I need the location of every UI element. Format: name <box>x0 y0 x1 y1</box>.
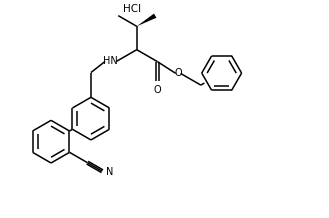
Text: HCl: HCl <box>122 4 140 14</box>
Polygon shape <box>137 14 156 26</box>
Text: O: O <box>174 68 182 78</box>
Text: O: O <box>154 85 162 95</box>
Text: HN: HN <box>103 56 118 66</box>
Text: N: N <box>106 167 113 177</box>
